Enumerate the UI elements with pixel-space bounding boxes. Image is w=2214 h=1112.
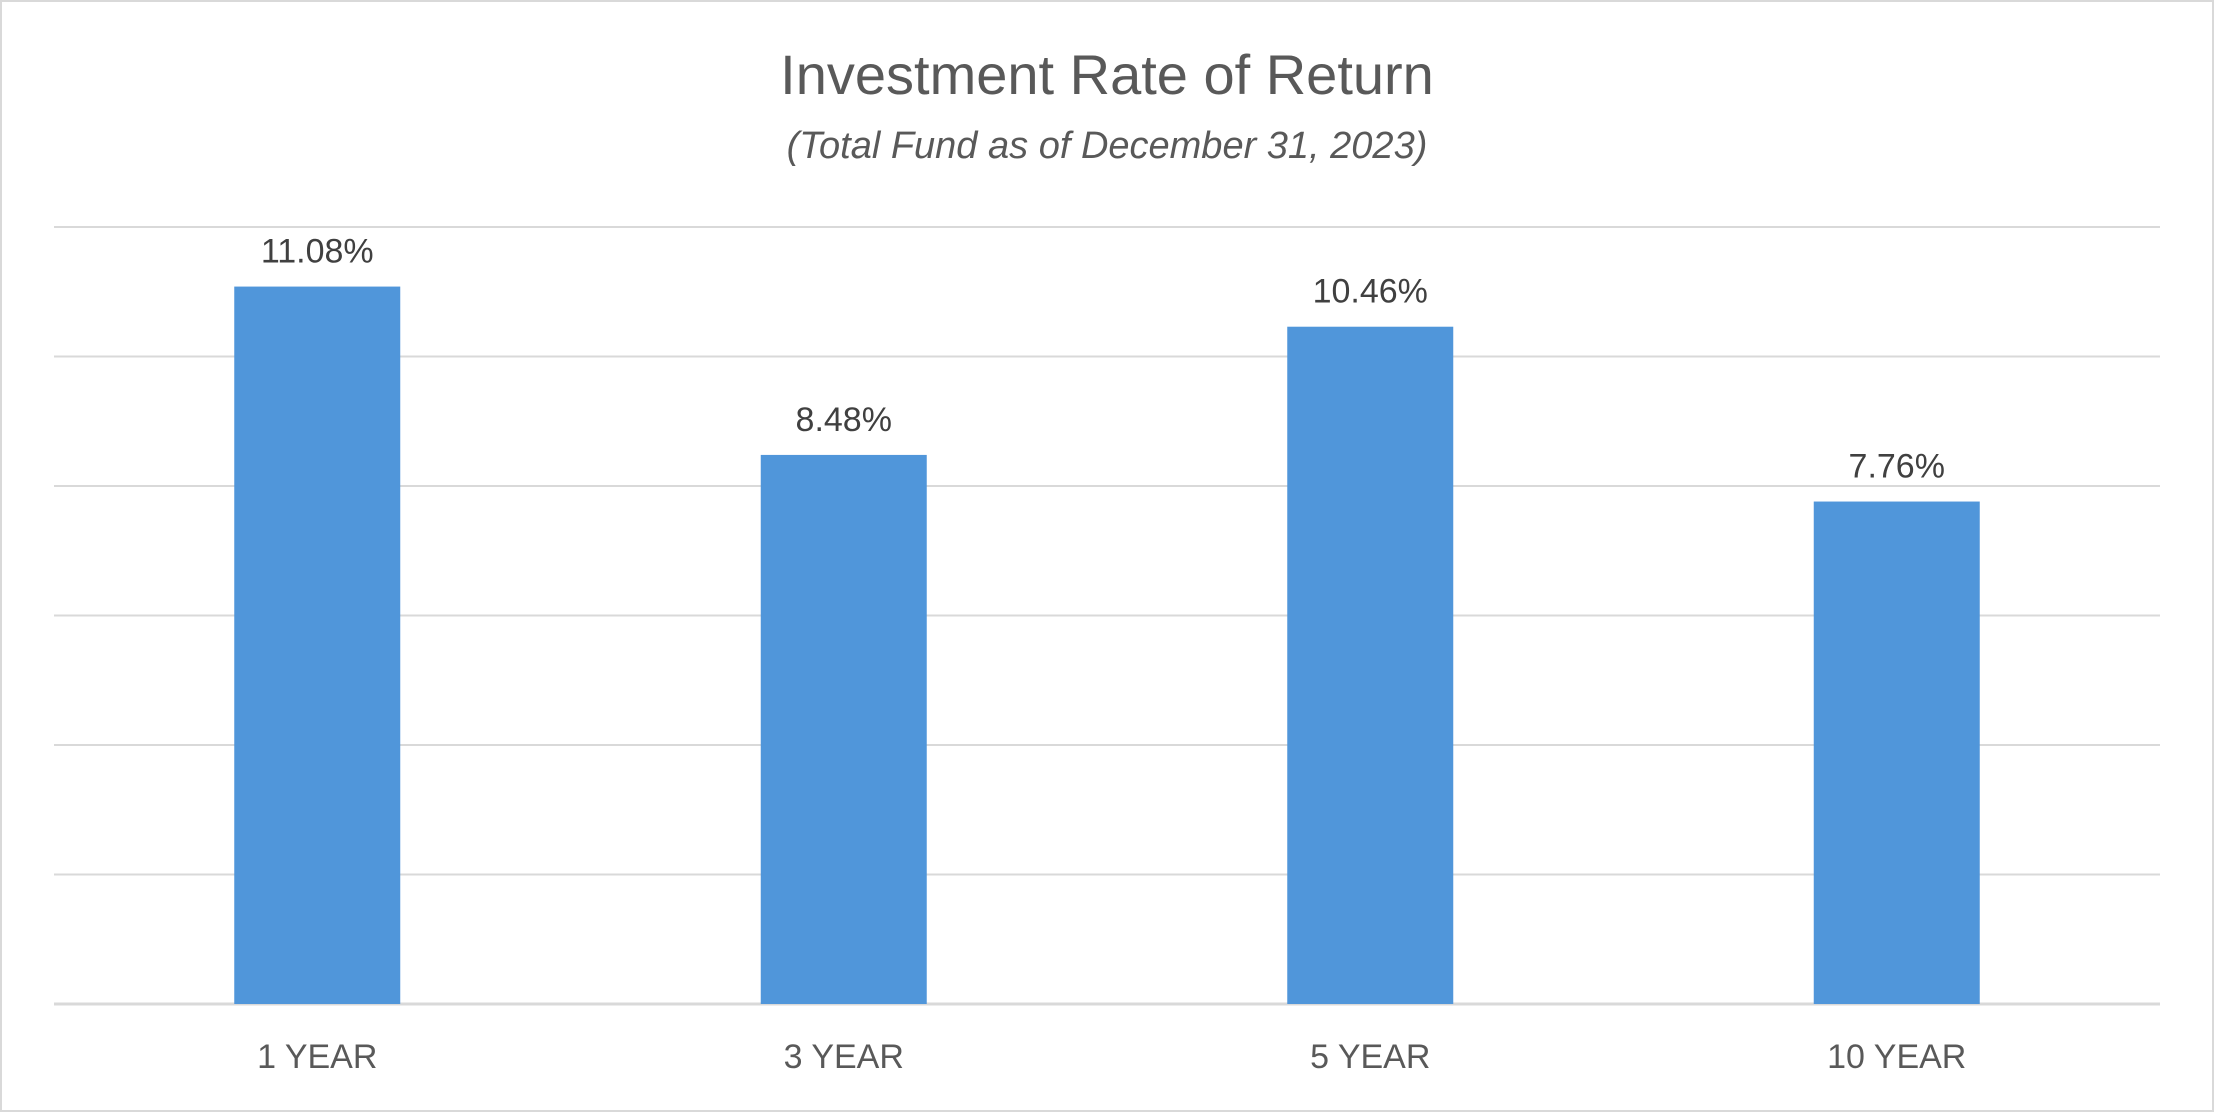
data-label: 8.48% bbox=[796, 401, 892, 439]
x-tick-label: 3 YEAR bbox=[784, 1038, 904, 1076]
data-label: 10.46% bbox=[1313, 273, 1428, 311]
x-tick-label: 5 YEAR bbox=[1310, 1038, 1430, 1076]
gridlines bbox=[54, 226, 2160, 1006]
data-labels: 11.08% 8.48% 10.46% 7.76% bbox=[261, 233, 1945, 486]
chart-subtitle: (Total Fund as of December 31, 2023) bbox=[787, 125, 1428, 167]
bar-3-year bbox=[760, 454, 927, 1004]
bar-10-year bbox=[1813, 501, 1980, 1004]
x-axis-tick-labels: 1 YEAR 3 YEAR 5 YEAR 10 YEAR bbox=[257, 1038, 1966, 1076]
x-tick-label: 10 YEAR bbox=[1827, 1038, 1966, 1076]
data-label: 11.08% bbox=[261, 233, 374, 271]
bar-1-year bbox=[234, 286, 401, 1004]
x-tick-label: 1 YEAR bbox=[257, 1038, 377, 1076]
data-label: 7.76% bbox=[1849, 448, 1945, 486]
chart-title: Investment Rate of Return bbox=[780, 43, 1434, 106]
bar-5-year bbox=[1287, 326, 1454, 1005]
bars bbox=[234, 286, 1980, 1005]
